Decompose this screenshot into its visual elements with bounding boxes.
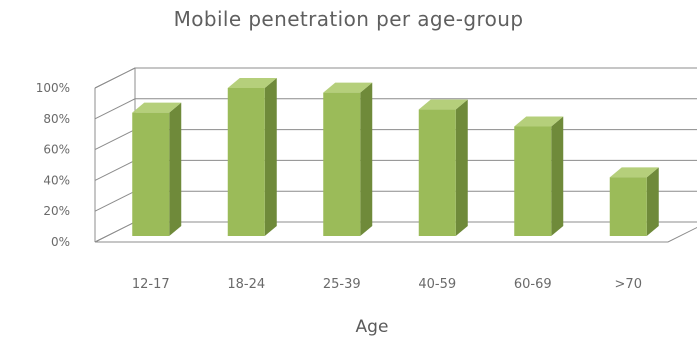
bar-top <box>227 78 277 88</box>
y-tick-label: 40% <box>43 173 70 187</box>
bars <box>132 78 659 237</box>
bar-front <box>227 88 265 236</box>
bar <box>514 116 564 236</box>
x-tick-label: >70 <box>615 277 642 292</box>
chart-title: Mobile penetration per age-group <box>173 7 524 31</box>
bar <box>323 82 373 237</box>
bar-side <box>646 167 659 236</box>
y-tick-label: 0% <box>51 235 70 249</box>
x-tick-label: 60-69 <box>514 277 552 292</box>
y-tick-label: 100% <box>36 81 70 95</box>
bar-side <box>169 102 182 236</box>
bar-top <box>514 116 564 127</box>
floor <box>94 67 697 243</box>
bar-top <box>323 82 373 93</box>
bar-side <box>551 116 564 236</box>
gridline <box>94 159 697 181</box>
bar-side <box>455 99 468 236</box>
y-tick-label: 20% <box>43 204 70 218</box>
bar-top <box>132 102 182 113</box>
bar-front <box>418 109 456 236</box>
bar-front <box>609 177 647 236</box>
gridlines <box>94 67 697 243</box>
y-axis-ticks: 0% 20% 40% 60% 80% 100% <box>36 81 70 249</box>
bar <box>609 167 659 236</box>
bar-side <box>264 78 277 236</box>
y-tick-label: 80% <box>43 112 70 126</box>
gridline <box>94 129 697 151</box>
bar <box>227 78 277 236</box>
bar-front <box>323 92 361 237</box>
bar-front <box>514 126 552 236</box>
bar-side <box>360 82 373 237</box>
gridline <box>94 190 697 212</box>
x-tick-label: 25-39 <box>323 277 361 292</box>
x-tick-label: 18-24 <box>227 277 265 292</box>
bar-top <box>609 167 659 178</box>
y-tick-label: 60% <box>43 143 70 157</box>
bar-top <box>418 99 468 110</box>
bar-front <box>132 112 170 236</box>
bar <box>132 102 182 236</box>
chart-walls <box>94 67 697 243</box>
x-axis-title: Age <box>356 317 389 337</box>
gridline <box>94 221 697 243</box>
bar <box>418 99 468 236</box>
x-axis-ticks: 12-17 18-24 25-39 40-59 60-69 >70 <box>132 277 642 292</box>
x-tick-label: 40-59 <box>418 277 456 292</box>
gridline <box>94 67 697 89</box>
x-tick-label: 12-17 <box>132 277 170 292</box>
gridline <box>94 98 697 120</box>
